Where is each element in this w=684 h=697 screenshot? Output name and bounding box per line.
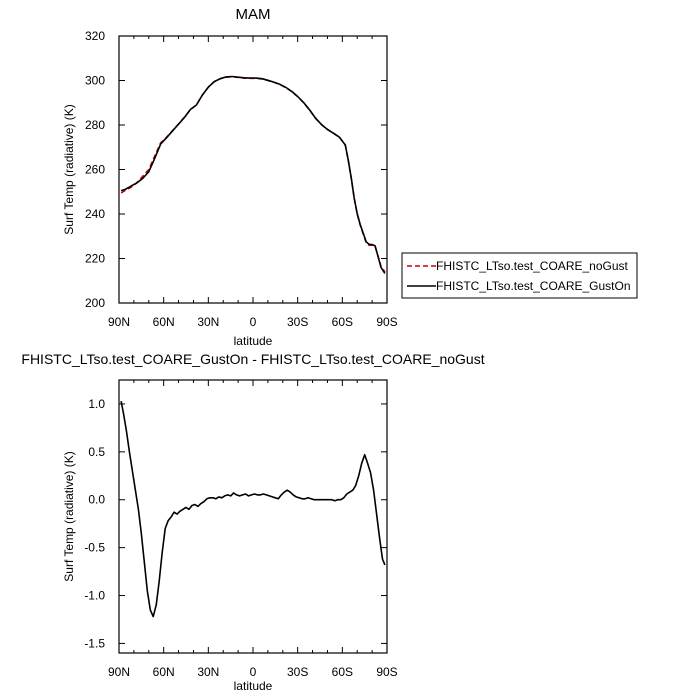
bottom-x-tick-label: 90N [108,665,130,679]
top-y-tick-label: 260 [85,163,105,177]
bottom-y-tick-label: -1.0 [84,589,105,603]
top-x-tick-label: 60N [153,315,175,329]
top-plot-frame [118,35,388,304]
top-chart: MAM 90N 60N 30N 0 30S 60S 90S 200 220 240 260 280 300… [62,6,638,348]
bottom-x-tick-label: 0 [250,665,257,679]
bottom-y-tick-label: -0.5 [84,541,105,555]
top-x-axis-label: latitude [234,334,273,348]
top-y-tick-label: 280 [85,118,105,132]
legend-entry-1: FHISTC_LTso.test_COARE_noGust [436,259,629,273]
bottom-plot-frame [118,379,388,654]
bottom-x-tick-label: 60N [153,665,175,679]
top-y-tick-label: 300 [85,74,105,88]
legend-entry-2: FHISTC_LTso.test_COARE_GustOn [436,279,631,293]
top-series-line-1 [120,75,386,273]
bottom-y-tick-label: -1.5 [84,636,105,650]
top-x-tick-label: 90N [108,315,130,329]
bottom-y-tick-label: 0.0 [88,493,105,507]
top-y-tick-label: 320 [85,29,105,43]
legend: FHISTC_LTso.test_COARE_noGust FHISTC_LTso… [401,252,638,299]
top-x-tick-label: 60S [332,315,353,329]
bottom-x-tick-label: 90S [376,665,397,679]
top-x-tick-label: 90S [376,315,397,329]
bottom-x-tick-label: 60S [332,665,353,679]
legend-box [401,252,638,299]
top-y-tick-label: 220 [85,252,105,266]
top-y-tick-label: 200 [85,296,105,310]
top-series-line-2 [120,75,386,274]
bottom-y-axis-label: Surf Temp (radiative) (K) [62,451,76,581]
top-x-tick-label: 30S [287,315,308,329]
top-y-axis-label: Surf Temp (radiative) (K) [62,104,76,234]
bottom-x-tick-label: 30S [287,665,308,679]
top-x-tick-label: 0 [250,315,257,329]
top-x-tick-label: 30N [197,315,219,329]
bottom-y-tick-label: 0.5 [88,445,105,459]
bottom-y-tick-label: 1.0 [88,397,105,411]
bottom-series-line-1 [120,400,386,618]
bottom-x-axis-label: latitude [234,679,273,693]
top-chart-title: MAM [236,6,271,23]
top-y-tick-label: 240 [85,207,105,221]
bottom-x-tick-label: 30N [197,665,219,679]
bottom-chart-title: FHISTC_LTso.test_COARE_GustOn - FHISTC_L… [21,351,484,367]
bottom-chart: FHISTC_LTso.test_COARE_GustOn - FHISTC_L… [21,351,484,693]
